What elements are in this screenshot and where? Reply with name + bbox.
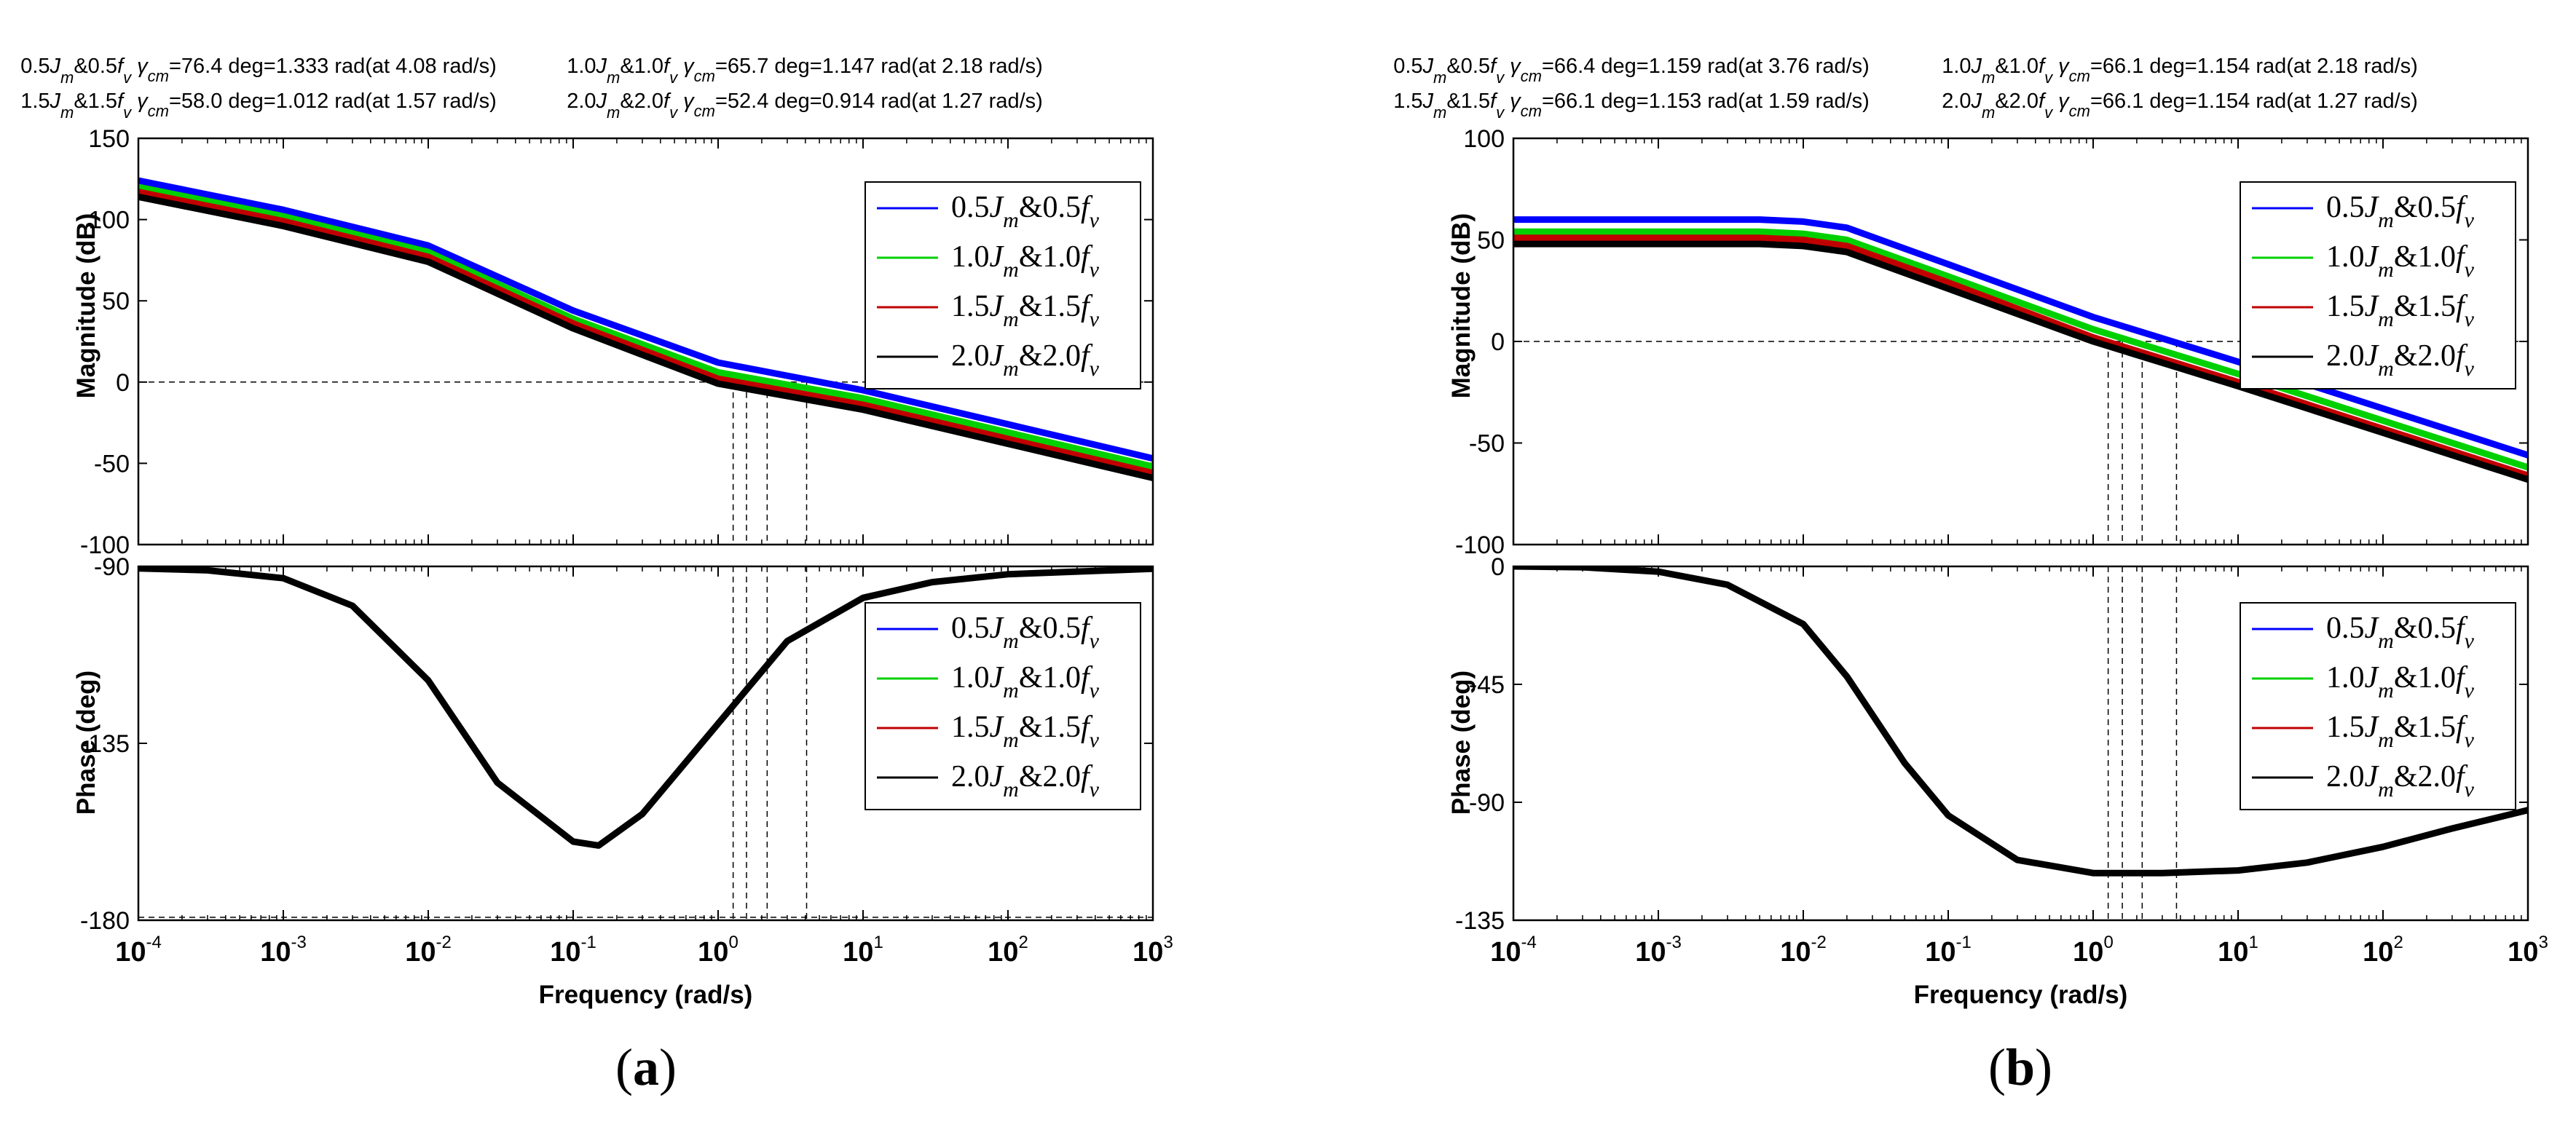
x-axis-label: Frequency (rad/s) bbox=[539, 981, 753, 1009]
legend-box bbox=[2240, 602, 2516, 810]
legend-entry: 2.0Jm​&2.0fv​ bbox=[2326, 339, 2475, 381]
x-tick-label: 103 bbox=[1133, 933, 1173, 968]
legend-entry: 0.5Jm​&0.5fv​ bbox=[951, 191, 1100, 232]
y-tick-label: -50 bbox=[1469, 430, 1505, 458]
y-axis-label: Phase (deg) bbox=[1447, 671, 1476, 815]
x-tick-label: 102 bbox=[2363, 933, 2403, 968]
y-axis-label: Magnitude (dB) bbox=[1447, 213, 1476, 399]
legend-entry: 2.0Jm​&2.0fv​ bbox=[951, 339, 1100, 381]
legend-entry: 2.0Jm​&2.0fv​ bbox=[2326, 760, 2475, 802]
legend-box bbox=[864, 602, 1141, 810]
x-tick-label: 101 bbox=[843, 933, 883, 968]
legend: 0.5Jm​&0.5fv​1.0Jm​&1.0fv​1.5Jm​&1.5fv​2… bbox=[2240, 602, 2516, 810]
axes-frame bbox=[1512, 137, 2529, 546]
x-tick-label: 101 bbox=[2218, 933, 2258, 968]
series-line bbox=[1513, 234, 2528, 479]
series-group bbox=[138, 566, 1153, 849]
gamma-annotation: 1.5Jm​&1.5fv​ γcm=66.1 deg=1.153 rad(at … bbox=[1393, 90, 1870, 122]
y-tick-label: 50 bbox=[1477, 227, 1505, 255]
series-line bbox=[1513, 240, 2528, 483]
x-tick-label: 10-1 bbox=[550, 933, 596, 968]
y-tick-label: -90 bbox=[1469, 789, 1505, 817]
legend-entry: 1.0Jm​&1.0fv​ bbox=[2326, 661, 2475, 703]
series-line bbox=[138, 189, 1153, 477]
legend-entry: 1.0Jm​&1.0fv​ bbox=[951, 240, 1100, 282]
y-tick-label: -90 bbox=[94, 553, 130, 581]
phase-axes: 0 -45 -90 -135 Phase (deg) 0.5Jm​&0.5fv​1.0Jm… bbox=[1447, 553, 2529, 935]
legend-box bbox=[2240, 181, 2516, 389]
series-line bbox=[138, 566, 1153, 849]
x-tick-label: 103 bbox=[2508, 933, 2548, 968]
axes-frame bbox=[1512, 565, 2529, 922]
legend-entry: 0.5Jm​&0.5fv​ bbox=[951, 612, 1100, 653]
x-tick-label: 102 bbox=[988, 933, 1028, 968]
series-line bbox=[138, 193, 1153, 481]
y-tick-label: -50 bbox=[94, 450, 130, 478]
y-tick-label: -45 bbox=[1469, 671, 1505, 699]
axes-frame bbox=[137, 565, 1154, 922]
legend-entry: 1.5Jm​&1.5fv​ bbox=[951, 290, 1100, 331]
magnitude-axes: 150 100 50 0 -50 -100 Magnitude (dB) 0.5Jm​&0.5… bbox=[72, 125, 1154, 559]
gamma-annotation: 1.0Jm​&1.0fv​ γcm=66.1 deg=1.154 rad(at … bbox=[1942, 55, 2418, 87]
y-tick-label: -100 bbox=[80, 531, 130, 559]
phase-axes: -90 -135 -180 Phase (deg) 0.5Jm​&0.5fv​ 1.0Jm… bbox=[72, 553, 1154, 935]
legend: 0.5Jm​&0.5fv​1.0Jm​&1.0fv​1.5Jm​&1.5fv​2… bbox=[864, 602, 1141, 810]
y-tick-label: -135 bbox=[80, 730, 130, 758]
x-tick-label: 10-4 bbox=[115, 933, 162, 968]
x-tick-label: 10-1 bbox=[1925, 933, 1972, 968]
gamma-annotation: 1.0Jm​&1.0fv​ γcm=65.7 deg=1.147 rad(at … bbox=[567, 55, 1043, 87]
series-line bbox=[1513, 566, 2528, 877]
bode-panel-b: 0.5Jm​&0.5fv​ γcm=66.4 deg=1.159 rad(at … bbox=[1393, 55, 2548, 1096]
y-tick-label: 0 bbox=[1491, 328, 1505, 356]
y-tick-label: 50 bbox=[102, 288, 130, 315]
series-line bbox=[1513, 228, 2528, 471]
gamma-annotation: 0.5Jm​&0.5fv​ γcm=66.4 deg=1.159 rad(at … bbox=[1393, 55, 1870, 87]
legend: 0.5Jm​&0.5fv​ 1.0Jm​&1.0fv​ 1.5Jm​&1.5fv​ 2… bbox=[2240, 181, 2516, 389]
x-tick-label: 10-3 bbox=[260, 933, 307, 968]
y-axis-label: Phase (deg) bbox=[72, 671, 101, 815]
series-line bbox=[138, 177, 1153, 462]
series-line bbox=[138, 183, 1153, 470]
gamma-annotation: 0.5Jm​&0.5fv​ γcm=76.4 deg=1.333 rad(at … bbox=[20, 55, 497, 87]
y-tick-label: 0 bbox=[1491, 553, 1505, 581]
gamma-annotation: 2.0Jm​&2.0fv​ γcm=52.4 deg=0.914 rad(at … bbox=[567, 90, 1043, 122]
legend-box bbox=[864, 181, 1141, 389]
x-tick-label: 10-2 bbox=[1780, 933, 1827, 968]
x-tick-label: 100 bbox=[2073, 933, 2114, 968]
y-tick-label: 100 bbox=[88, 207, 130, 234]
legend: 0.5Jm​&0.5fv​ 1.0Jm​&1.0fv​ 1.5Jm​&1.5fv​ 2… bbox=[864, 181, 1141, 389]
x-tick-label: 10-2 bbox=[405, 933, 452, 968]
panel-label: (a) bbox=[615, 1038, 677, 1096]
series-group bbox=[1513, 566, 2528, 877]
legend-entry: 0.5Jm​&0.5fv​ bbox=[2326, 191, 2475, 232]
y-tick-label: 150 bbox=[88, 125, 130, 153]
x-axis-label: Frequency (rad/s) bbox=[1914, 981, 2128, 1009]
y-tick-label: 100 bbox=[1463, 125, 1505, 153]
x-tick-label: 100 bbox=[698, 933, 738, 968]
series-group bbox=[138, 177, 1153, 481]
legend-entry: 2.0Jm​&2.0fv​ bbox=[951, 760, 1100, 802]
axes-frame bbox=[137, 137, 1154, 546]
bode-panel-a: 0.5Jm​&0.5fv​ γcm=76.4 deg=1.333 rad(at … bbox=[20, 55, 1173, 1096]
legend-entry: 1.0Jm​&1.0fv​ bbox=[951, 661, 1100, 703]
gamma-annotation: 2.0Jm​&2.0fv​ γcm=66.1 deg=1.154 rad(at … bbox=[1942, 90, 2418, 122]
legend-entry: 1.5Jm​&1.5fv​ bbox=[2326, 290, 2475, 331]
y-tick-label: -100 bbox=[1455, 531, 1505, 559]
x-tick-label: 10-3 bbox=[1635, 933, 1682, 968]
y-tick-label: 0 bbox=[116, 369, 130, 397]
x-tick-label: 10-4 bbox=[1490, 933, 1537, 968]
panel-label: (b) bbox=[1988, 1038, 2052, 1096]
y-axis-label: Magnitude (dB) bbox=[72, 213, 101, 399]
y-tick-label: -135 bbox=[1455, 907, 1505, 935]
legend-entry: 1.0Jm​&1.0fv​ bbox=[2326, 240, 2475, 282]
magnitude-axes: 100 50 0 -50 -100 Magnitude (dB) 0.5Jm​&0.5fv​… bbox=[1447, 125, 2529, 559]
gamma-annotation: 1.5Jm​&1.5fv​ γcm=58.0 deg=1.012 rad(at … bbox=[20, 90, 497, 122]
y-tick-label: -180 bbox=[80, 907, 130, 935]
